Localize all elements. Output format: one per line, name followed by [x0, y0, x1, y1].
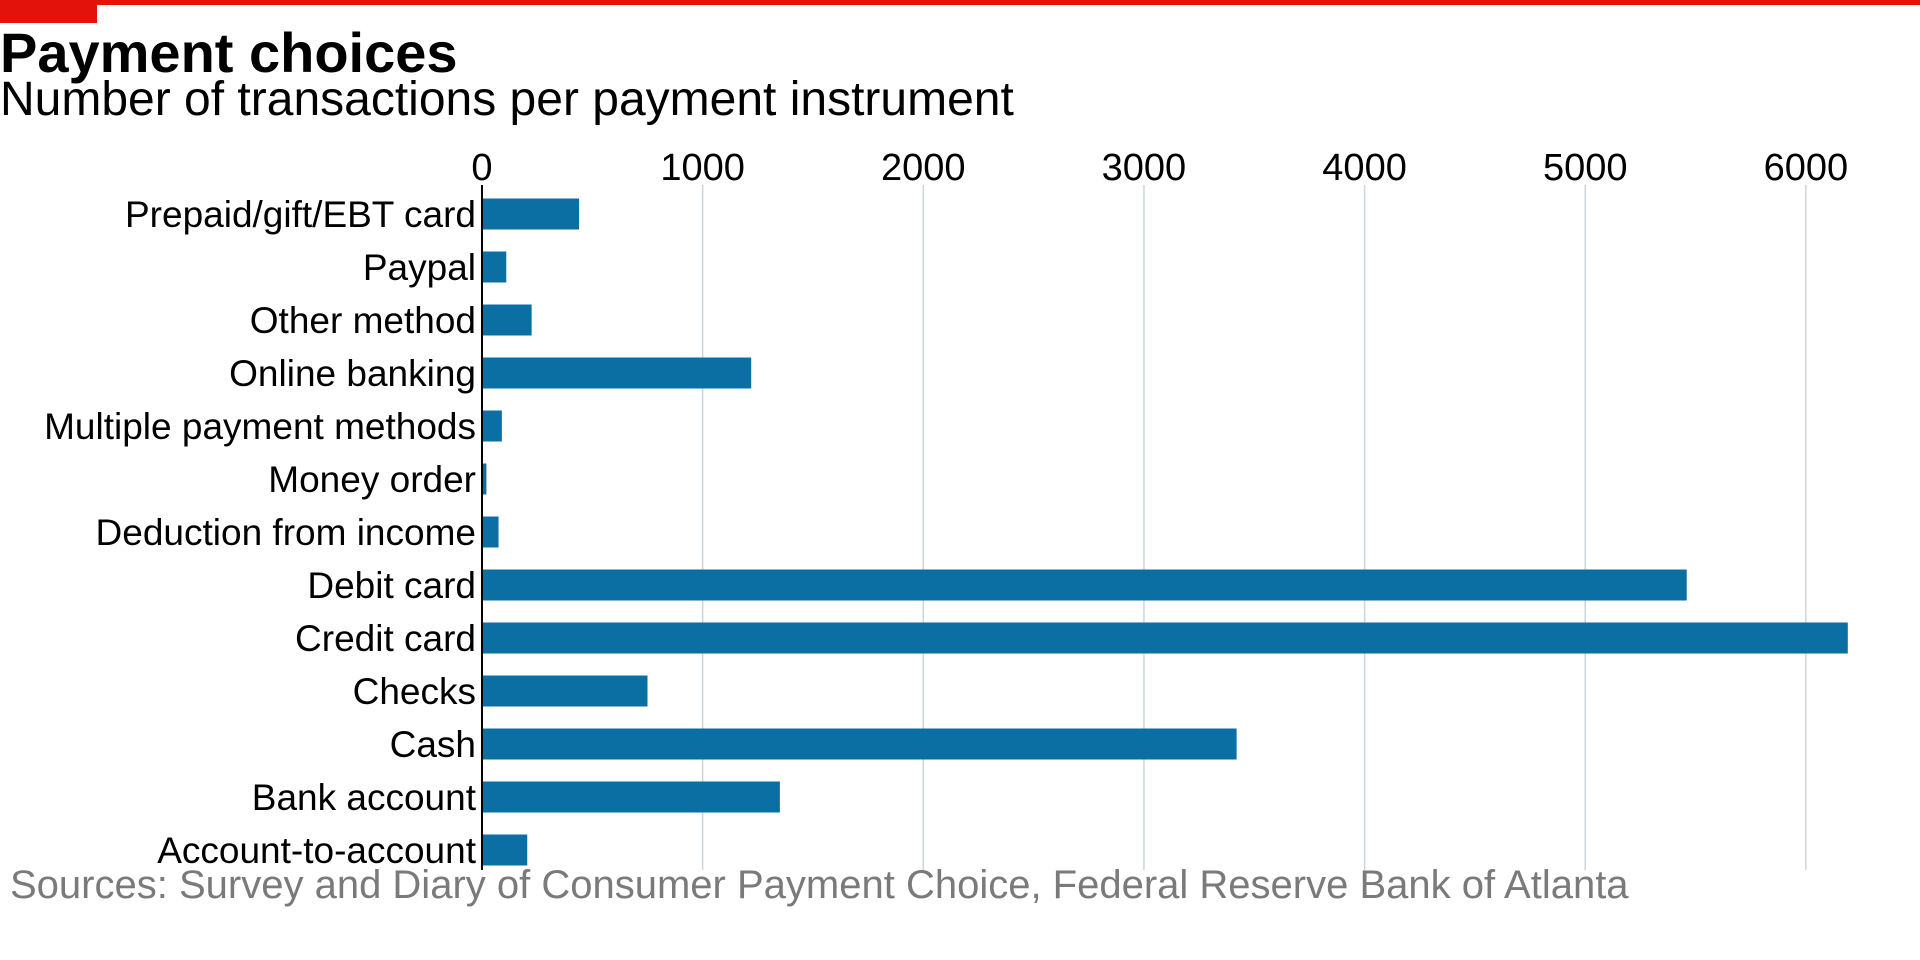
x-tick-label: 4000 [1322, 147, 1407, 189]
category-label: Online banking [229, 353, 476, 394]
chart-subtitle: Number of transactions per payment instr… [0, 73, 1014, 126]
bar [482, 834, 528, 866]
bar [482, 622, 1848, 654]
source-note: Sources: Survey and Diary of Consumer Pa… [10, 863, 1629, 907]
category-label: Cash [390, 724, 476, 765]
category-label: Deduction from income [96, 512, 476, 553]
bar [482, 251, 507, 283]
category-label: Multiple payment methods [44, 406, 476, 447]
bar [482, 569, 1687, 601]
x-tick-label: 6000 [1764, 147, 1849, 189]
category-label: Debit card [307, 565, 476, 606]
bars [482, 198, 1848, 866]
category-label: Paypal [363, 247, 476, 288]
x-tick-label: 3000 [1102, 147, 1187, 189]
bar [482, 781, 780, 813]
bar [482, 357, 752, 389]
category-label: Bank account [252, 777, 477, 818]
bar [482, 198, 580, 230]
top-accent-tag [0, 0, 97, 23]
bar [482, 675, 648, 707]
gridlines [701, 185, 1807, 870]
category-label: Checks [353, 671, 476, 712]
category-label: Credit card [295, 618, 476, 659]
x-tick-label: 1000 [660, 147, 745, 189]
x-tick-label: 0 [471, 147, 492, 189]
category-label: Account-to-account [157, 830, 477, 871]
x-axis-ticks: 0 1000 2000 3000 4000 5000 6000 [471, 147, 1848, 189]
category-label: Other method [250, 300, 476, 341]
category-label: Prepaid/gift/EBT card [125, 194, 476, 235]
bar [482, 463, 487, 495]
bar [482, 410, 502, 442]
bar [482, 304, 532, 336]
x-tick-label: 2000 [881, 147, 966, 189]
category-labels: Prepaid/gift/EBT card Paypal Other method O… [44, 194, 477, 871]
bar [482, 516, 499, 548]
x-tick-label: 5000 [1543, 147, 1628, 189]
top-accent-rule [0, 0, 1920, 5]
category-label: Money order [268, 459, 476, 500]
bar [482, 728, 1237, 760]
chart-title: Payment choices [0, 21, 458, 84]
